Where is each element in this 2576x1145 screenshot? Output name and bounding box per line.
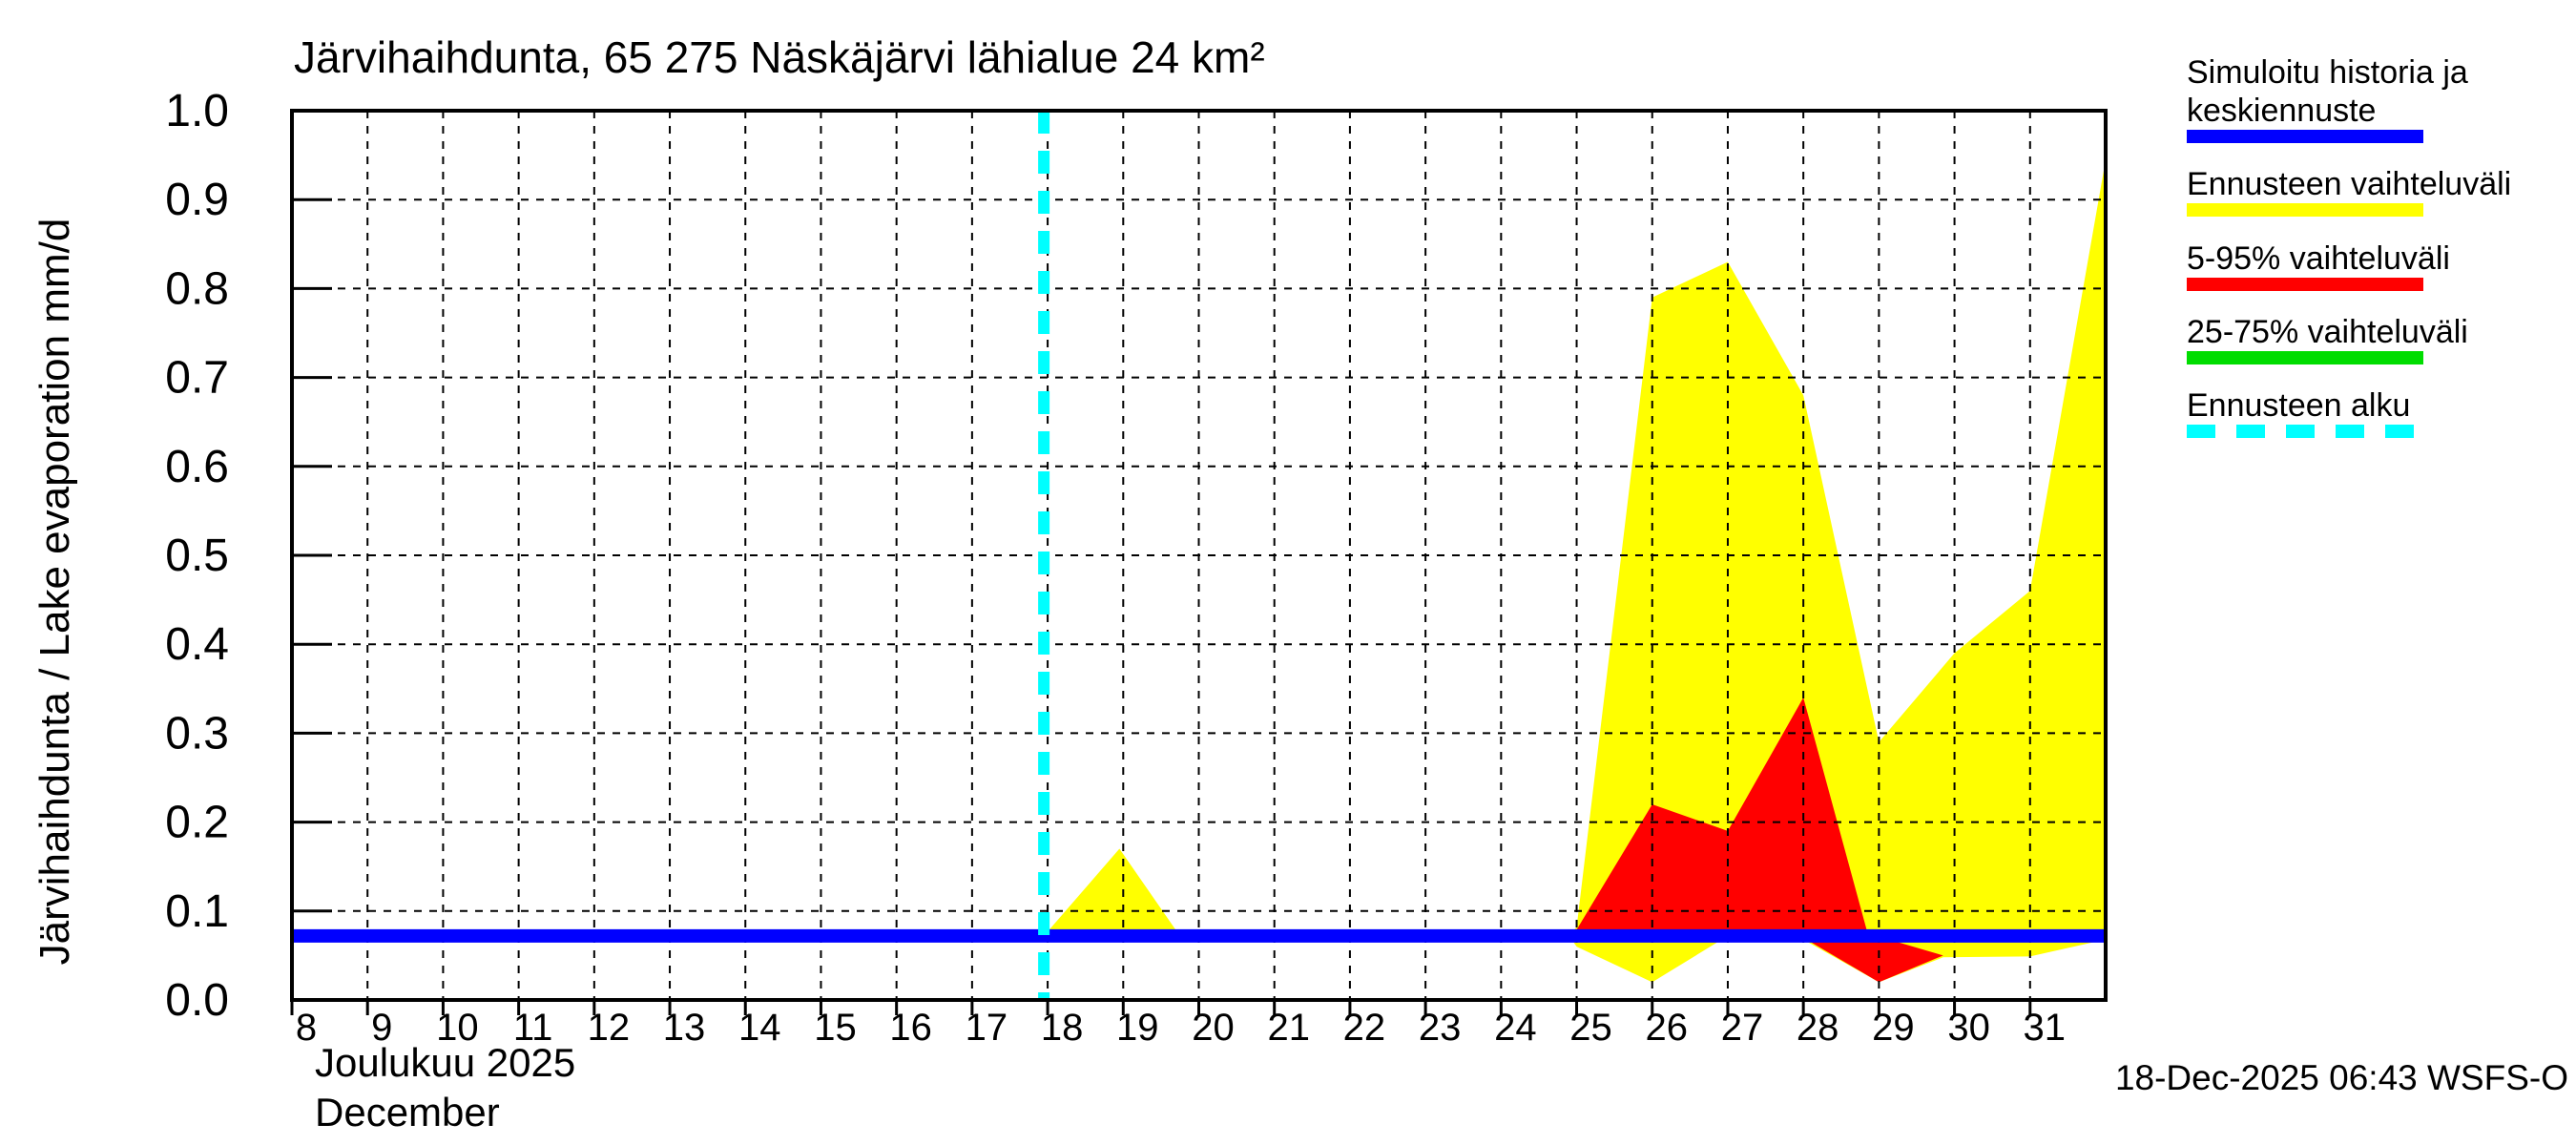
x-tick-label: 15 bbox=[814, 1007, 857, 1049]
x-tick-label: 30 bbox=[1947, 1007, 1990, 1049]
x-tick-label: 10 bbox=[436, 1007, 479, 1049]
y-tick-label: 0.1 bbox=[165, 886, 229, 937]
y-tick-label: 0.6 bbox=[165, 442, 229, 492]
y-tick-label: 0.8 bbox=[165, 263, 229, 314]
x-tick-label: 17 bbox=[966, 1007, 1008, 1049]
x-tick-label: 24 bbox=[1494, 1007, 1537, 1049]
x-tick-label: 8 bbox=[296, 1007, 317, 1049]
chart-title: Järvihaihdunta, 65 275 Näskäjärvi lähial… bbox=[294, 32, 1265, 82]
x-tick-label: 21 bbox=[1267, 1007, 1310, 1049]
grid-layer bbox=[292, 111, 2106, 1000]
legend-label: Simuloitu historia ja bbox=[2187, 54, 2468, 91]
y-tick-label: 0.5 bbox=[165, 531, 229, 581]
forecast-range-band bbox=[1044, 159, 2106, 983]
legend-label: 25-75% vaihteluväli bbox=[2187, 314, 2468, 350]
y-tick-label: 0.9 bbox=[165, 175, 229, 225]
legend-label: 5-95% vaihteluväli bbox=[2187, 240, 2450, 277]
legend-label: Ennusteen vaihteluväli bbox=[2187, 166, 2511, 202]
timestamp: 18-Dec-2025 06:43 WSFS-O bbox=[2115, 1058, 2568, 1097]
x-tick-label: 11 bbox=[513, 1007, 553, 1049]
legend-label: keskiennuste bbox=[2187, 93, 2376, 129]
x-axis-month-en: December bbox=[315, 1090, 500, 1135]
legend-label: Ennusteen alku bbox=[2187, 387, 2410, 424]
line-layer bbox=[292, 111, 2106, 1000]
x-tick-label: 22 bbox=[1343, 1007, 1386, 1049]
axes-layer: 8 9 10 11 12 13 14 15 16 17 18 19 20 21 22 23 24 25 26 27 28… bbox=[165, 86, 2108, 1049]
x-tick-label: 19 bbox=[1116, 1007, 1159, 1049]
x-tick-label: 9 bbox=[371, 1007, 392, 1049]
y-tick-label: 0.2 bbox=[165, 798, 229, 848]
y-axis-label: Järvihaihdunta / Lake evaporation mm/d bbox=[31, 219, 78, 966]
band-layer bbox=[1044, 159, 2106, 983]
x-tick-label: 14 bbox=[738, 1007, 781, 1049]
x-tick-label: 13 bbox=[663, 1007, 706, 1049]
x-tick-label: 27 bbox=[1721, 1007, 1764, 1049]
x-tick-label: 31 bbox=[2024, 1007, 2067, 1049]
x-tick-label: 23 bbox=[1419, 1007, 1462, 1049]
x-tick-label: 26 bbox=[1646, 1007, 1689, 1049]
y-tick-label: 0.7 bbox=[165, 353, 229, 404]
x-tick-label: 29 bbox=[1872, 1007, 1915, 1049]
x-tick-label: 25 bbox=[1569, 1007, 1612, 1049]
x-tick-label: 18 bbox=[1041, 1007, 1084, 1049]
y-tick-label: 0.3 bbox=[165, 708, 229, 759]
x-tick-label: 12 bbox=[588, 1007, 631, 1049]
x-tick-label: 16 bbox=[889, 1007, 932, 1049]
x-tick-label: 28 bbox=[1797, 1007, 1839, 1049]
y-tick-label: 0.0 bbox=[165, 975, 229, 1026]
y-tick-label: 0.4 bbox=[165, 619, 229, 670]
x-tick-label: 20 bbox=[1192, 1007, 1235, 1049]
x-axis-month-fi: Joulukuu 2025 bbox=[315, 1040, 575, 1085]
y-tick-label: 1.0 bbox=[165, 86, 229, 136]
